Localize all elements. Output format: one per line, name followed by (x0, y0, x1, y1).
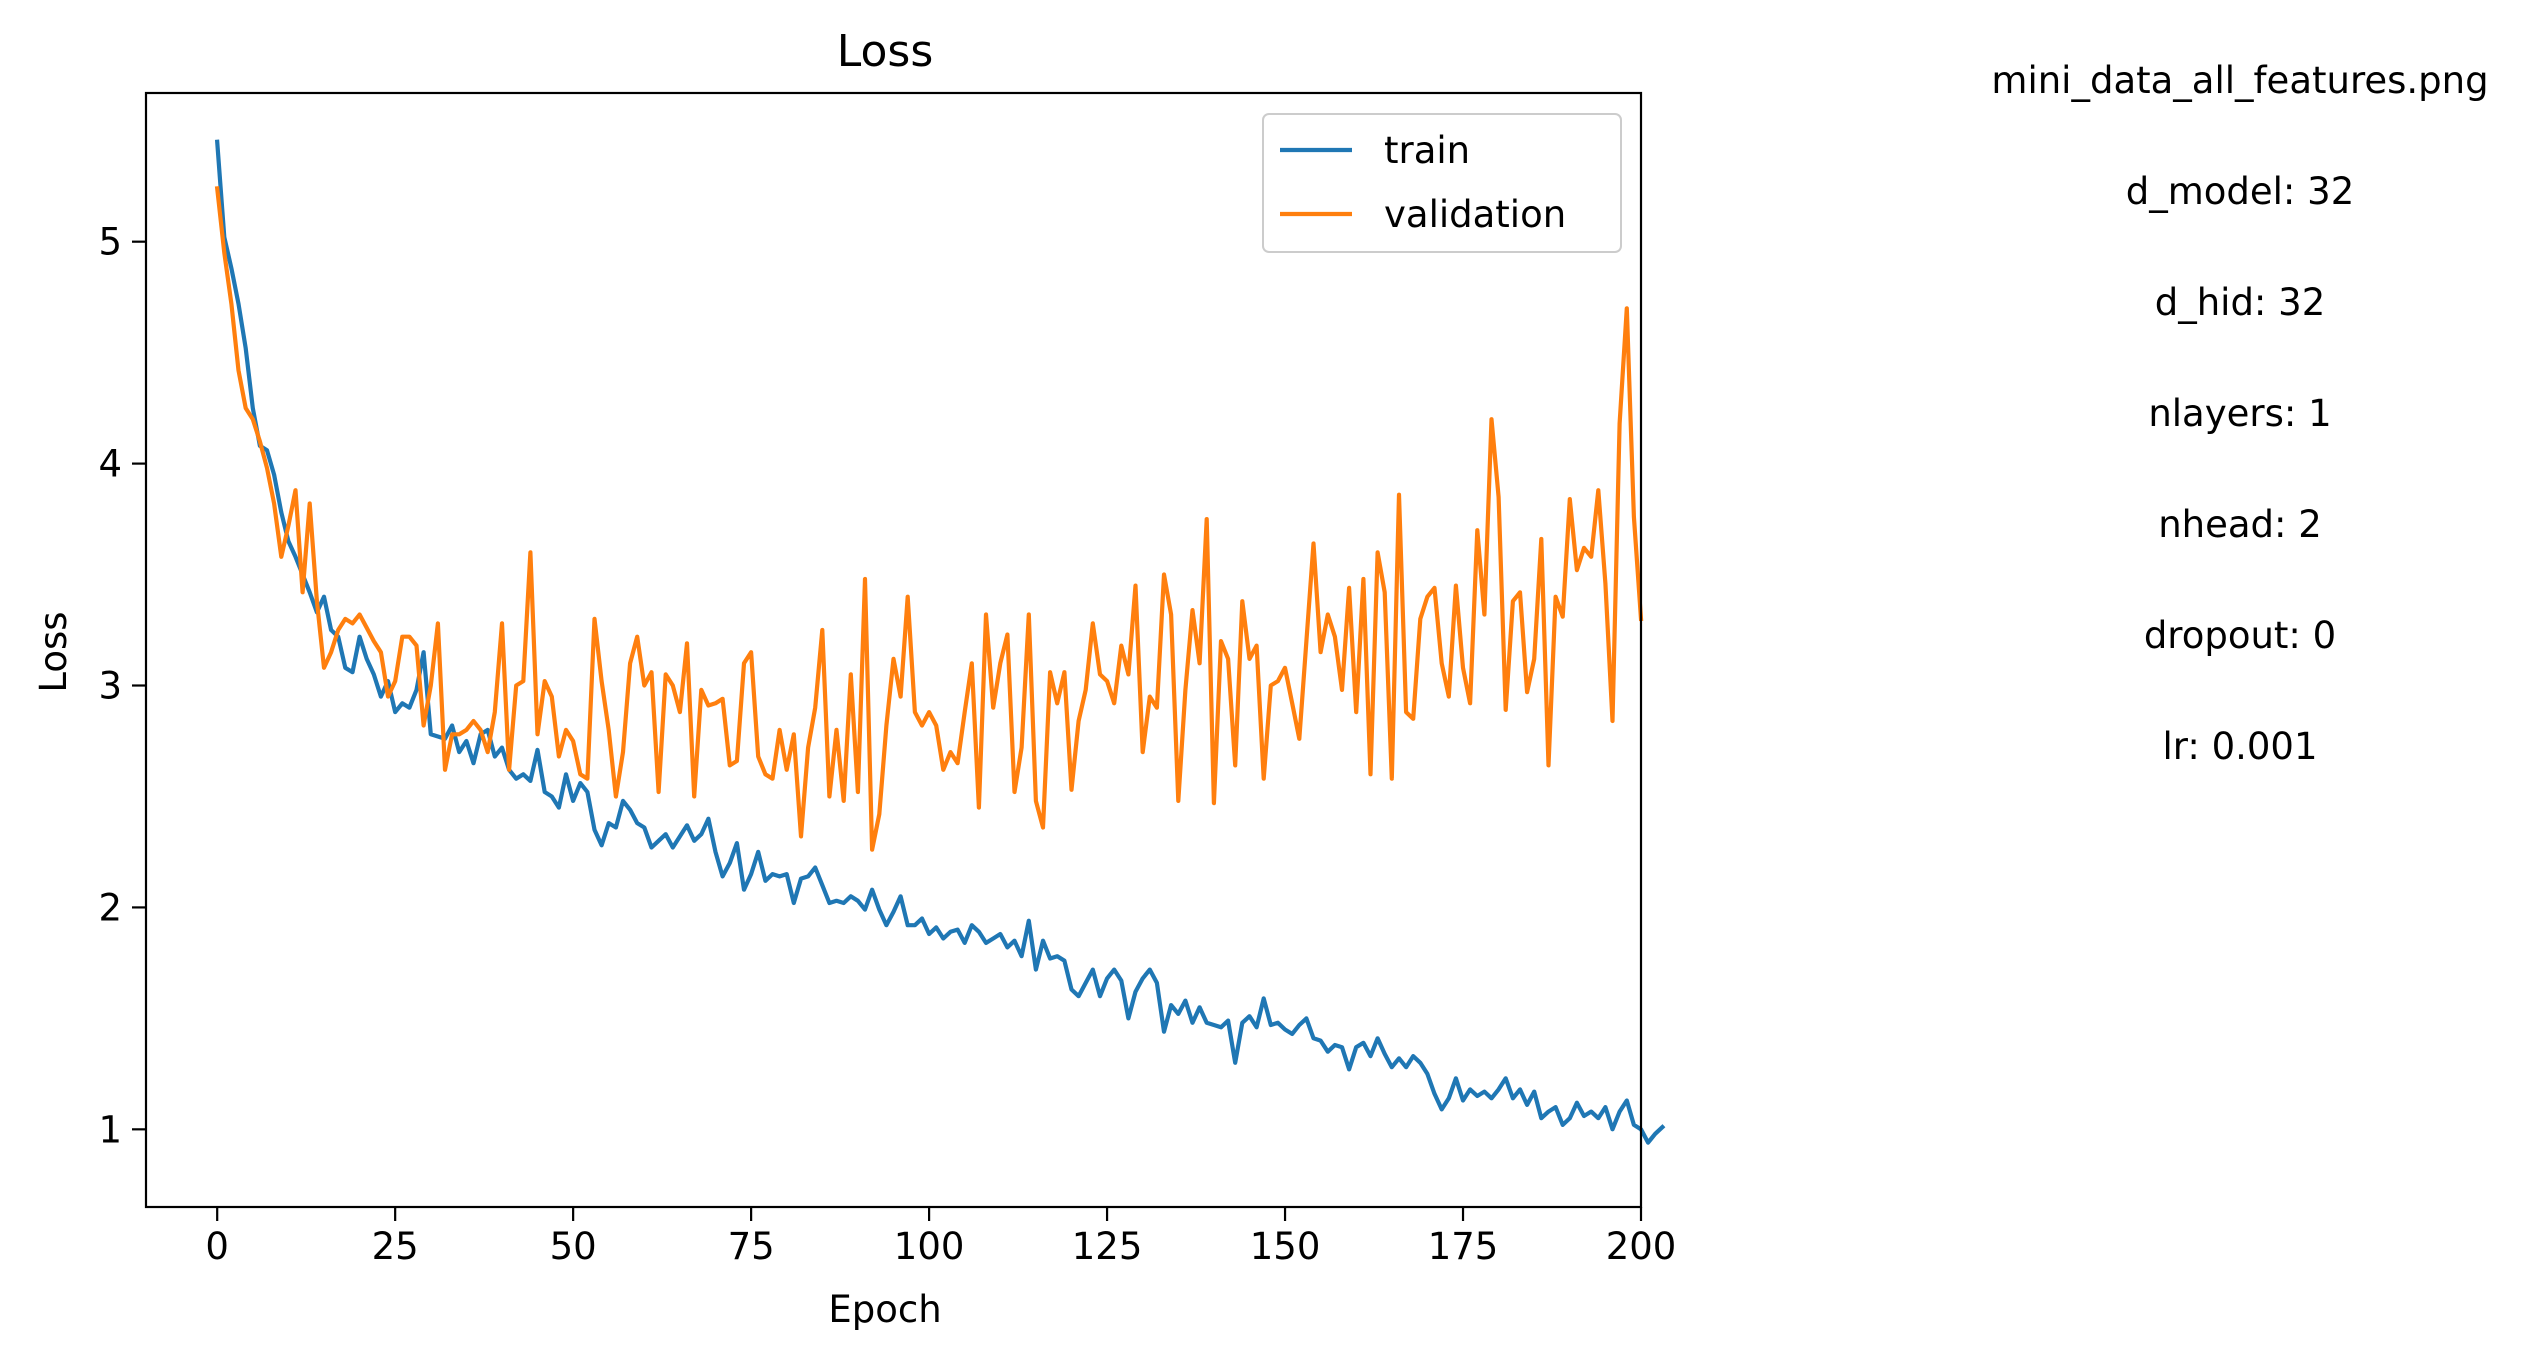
x-tick-label: 75 (728, 1225, 775, 1268)
param-lr: lr: 0.001 (2162, 725, 2318, 768)
legend-box (1262, 113, 1622, 253)
legend-label-train: train (1384, 129, 1470, 172)
x-tick-label: 25 (372, 1225, 419, 1268)
param-dropout: dropout: 0 (2143, 614, 2337, 657)
plot-frame (144, 91, 1643, 1209)
source-filename: mini_data_all_features.png (1991, 59, 2489, 102)
param-nlayers: nlayers: 1 (2148, 392, 2332, 435)
legend-label-validation: validation (1384, 193, 1566, 236)
x-tick-label: 200 (1606, 1225, 1677, 1268)
plot-area: 0 25 50 75 100 125 150 175 200 1 2 3 4 5 (98, 91, 1677, 1268)
x-tick-label: 175 (1428, 1225, 1499, 1268)
y-tick-label: 3 (98, 665, 122, 708)
y-tick-label: 5 (98, 221, 122, 264)
y-axis-label: Loss (32, 611, 75, 692)
y-tick-label: 2 (98, 886, 122, 929)
y-tick-label: 1 (98, 1108, 122, 1151)
param-d-model: d_model: 32 (2125, 170, 2355, 213)
param-nhead: nhead: 2 (2158, 503, 2322, 546)
run-parameters: mini_data_all_features.png d_model: 32 d… (1870, 62, 2537, 839)
x-tick-label: 125 (1072, 1225, 1143, 1268)
x-tick-label: 150 (1250, 1225, 1321, 1268)
legend: train validation (1262, 113, 1622, 253)
param-d-hid: d_hid: 32 (2154, 281, 2326, 324)
x-axis-label: Epoch (828, 1288, 941, 1331)
x-tick-label: 50 (550, 1225, 597, 1268)
series-line-validation (214, 186, 1644, 852)
y-tick-label: 4 (98, 443, 122, 486)
x-tick-label: 100 (894, 1225, 965, 1268)
series-line-train (214, 139, 1666, 1145)
chart-title: Loss (837, 26, 934, 77)
x-tick-label: 0 (205, 1225, 229, 1268)
